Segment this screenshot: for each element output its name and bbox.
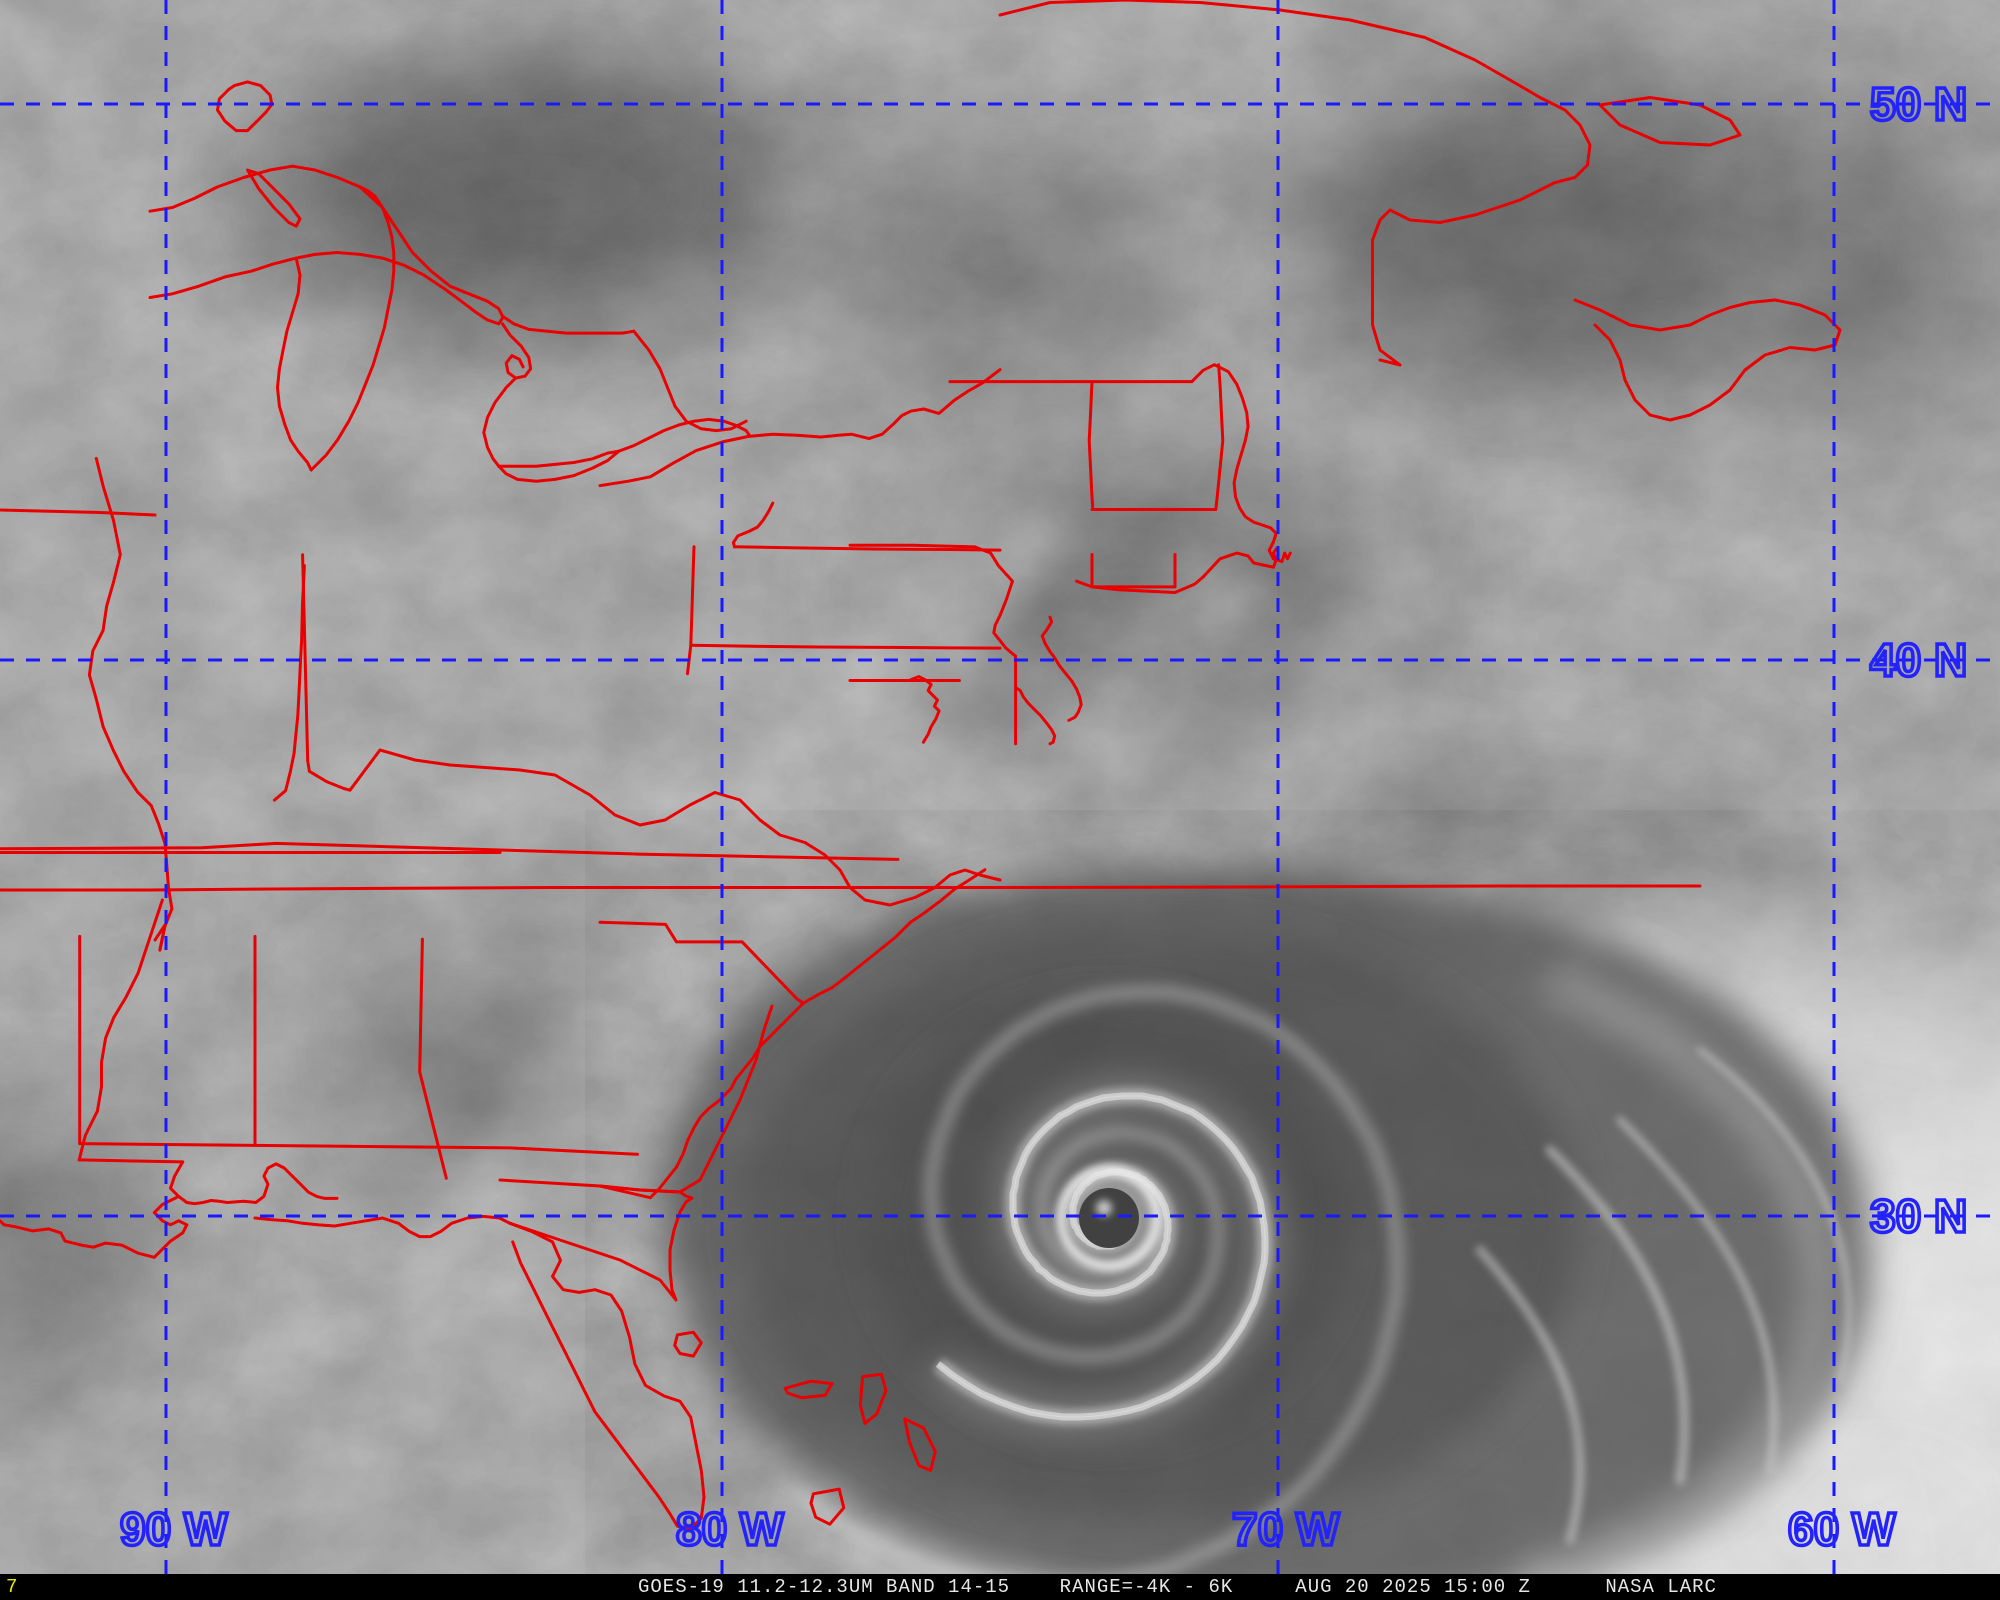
svg-text:70 W: 70 W <box>1232 1503 1340 1555</box>
svg-text:30 N: 30 N <box>1870 1190 1967 1242</box>
svg-text:40 N: 40 N <box>1870 634 1967 686</box>
svg-text:50 N: 50 N <box>1870 78 1967 130</box>
svg-text:90 W: 90 W <box>120 1503 228 1555</box>
svg-text:80 W: 80 W <box>676 1503 784 1555</box>
svg-text:60 W: 60 W <box>1788 1503 1896 1555</box>
